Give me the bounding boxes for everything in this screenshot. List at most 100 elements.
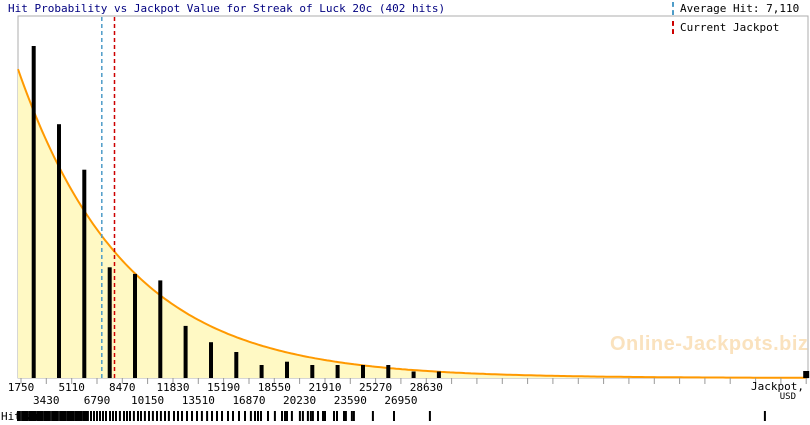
hit-rug-mark <box>143 411 146 421</box>
hit-rug-mark <box>93 411 95 421</box>
x-axis-units: USD <box>779 392 796 402</box>
hits-axis-label: Hitbar <box>1 410 41 423</box>
hit-rug-mark <box>77 411 79 421</box>
hit-rug-mark <box>53 411 55 421</box>
hit-rug-mark <box>227 411 229 421</box>
x-axis-tick-label: 10150 <box>131 394 164 407</box>
hit-bar <box>411 371 416 378</box>
hit-rug-mark <box>112 411 114 421</box>
x-axis-tick-label: 25270 <box>359 381 392 394</box>
hit-rug-mark <box>25 411 27 421</box>
hit-rug-mark <box>286 411 288 421</box>
chart-title: Hit Probability vs Jackpot Value for Str… <box>8 2 446 15</box>
hit-rug-mark <box>39 411 41 421</box>
hit-rug-mark <box>371 411 374 421</box>
hit-rug-mark <box>164 411 166 421</box>
hit-rug-mark <box>301 411 304 421</box>
hit-rug-mark <box>96 411 98 421</box>
x-axis-tick-label: 15190 <box>207 381 240 394</box>
hit-rug-mark <box>56 411 59 421</box>
hit-rug-mark <box>232 411 234 421</box>
x-axis-tick-label: 3430 <box>33 394 60 407</box>
hit-rug-mark <box>137 411 139 421</box>
hit-rug-mark <box>148 411 150 421</box>
hit-rug-mark <box>352 411 355 421</box>
legend-item-current-jackpot: Current Jackpot <box>672 21 779 34</box>
probability-curve <box>17 68 807 379</box>
hit-rug-mark <box>284 411 286 421</box>
hit-bar <box>335 365 340 378</box>
hit-bar <box>133 273 137 378</box>
hit-rug-mark <box>31 411 33 421</box>
hit-rug-mark <box>79 411 81 421</box>
hit-bar <box>158 280 163 378</box>
hit-rug-mark <box>86 411 89 421</box>
x-axis-tick-label: 16870 <box>232 394 265 407</box>
hit-rug-mark <box>102 411 104 421</box>
hit-rug-mark <box>33 411 35 421</box>
legend-current-jackpot-label: Current Jackpot <box>680 21 780 34</box>
x-axis-tick-label: 8470 <box>109 381 136 394</box>
x-axis-ticks <box>20 378 807 384</box>
hit-bar <box>234 352 239 378</box>
hit-rug-mark <box>393 411 395 421</box>
hit-bar <box>386 365 391 378</box>
hit-rug-mark <box>21 411 24 421</box>
x-axis-tick-label: 11830 <box>156 381 189 394</box>
hit-bar <box>209 342 213 378</box>
hit-bar <box>310 365 315 378</box>
hit-bar <box>436 371 441 378</box>
hit-bar <box>361 365 365 378</box>
hit-rug-mark <box>254 411 256 421</box>
hit-rug-mark <box>29 411 31 421</box>
hit-rug-mark <box>48 411 51 421</box>
hit-rug-mark <box>317 411 319 421</box>
hit-rug-mark <box>206 411 209 421</box>
hit-rug-mark <box>322 411 324 421</box>
hit-rug-mark <box>118 411 121 421</box>
hit-rug-mark <box>63 411 65 421</box>
x-axis-tick-label: 23590 <box>334 394 367 407</box>
x-axis-tick-label: 28630 <box>410 381 443 394</box>
hit-rug-mark <box>309 411 312 421</box>
current-jackpot-line-icon <box>672 21 674 34</box>
hit-rug-mark <box>216 411 218 421</box>
hit-bar <box>31 46 36 378</box>
hit-rug-mark <box>129 411 131 421</box>
hit-rug-mark <box>80 411 83 421</box>
hit-rug-mark <box>257 411 259 421</box>
hit-rug-mark <box>244 411 246 421</box>
hit-rug <box>17 411 766 421</box>
hit-rug-mark <box>281 411 283 421</box>
hit-bar <box>107 267 112 378</box>
hit-rug-mark <box>181 411 183 421</box>
hit-rug-mark <box>71 411 73 421</box>
hit-rug-mark <box>43 411 46 421</box>
hit-rug-mark <box>90 411 92 421</box>
x-axis-title: Jackpot, <box>751 380 804 393</box>
hit-rug-mark <box>167 411 170 421</box>
hit-rug-mark <box>350 411 353 421</box>
hit-rug-mark <box>123 411 125 421</box>
hit-rug-mark <box>23 411 25 421</box>
hit-rug-mark <box>336 411 338 421</box>
hit-rug-mark <box>159 411 162 421</box>
hit-rug-mark <box>109 411 111 421</box>
x-axis-tick-label: 5110 <box>58 381 85 394</box>
hit-rug-mark <box>186 411 188 421</box>
hit-bars <box>31 46 441 378</box>
hit-rug-mark <box>34 411 37 421</box>
hit-rug-mark <box>126 411 128 421</box>
hit-rug-mark <box>428 411 431 421</box>
hit-rug-mark <box>260 411 262 421</box>
hit-rug-mark <box>99 411 101 421</box>
hit-bar <box>183 325 188 378</box>
watermark: Online-Jackpots.biz <box>610 333 809 355</box>
hit-rug-mark <box>191 411 193 421</box>
hit-rug-mark <box>298 411 301 421</box>
x-axis-tick-label: 21910 <box>308 381 341 394</box>
hit-rug-mark <box>69 411 71 421</box>
hit-rug-mark <box>173 411 175 421</box>
